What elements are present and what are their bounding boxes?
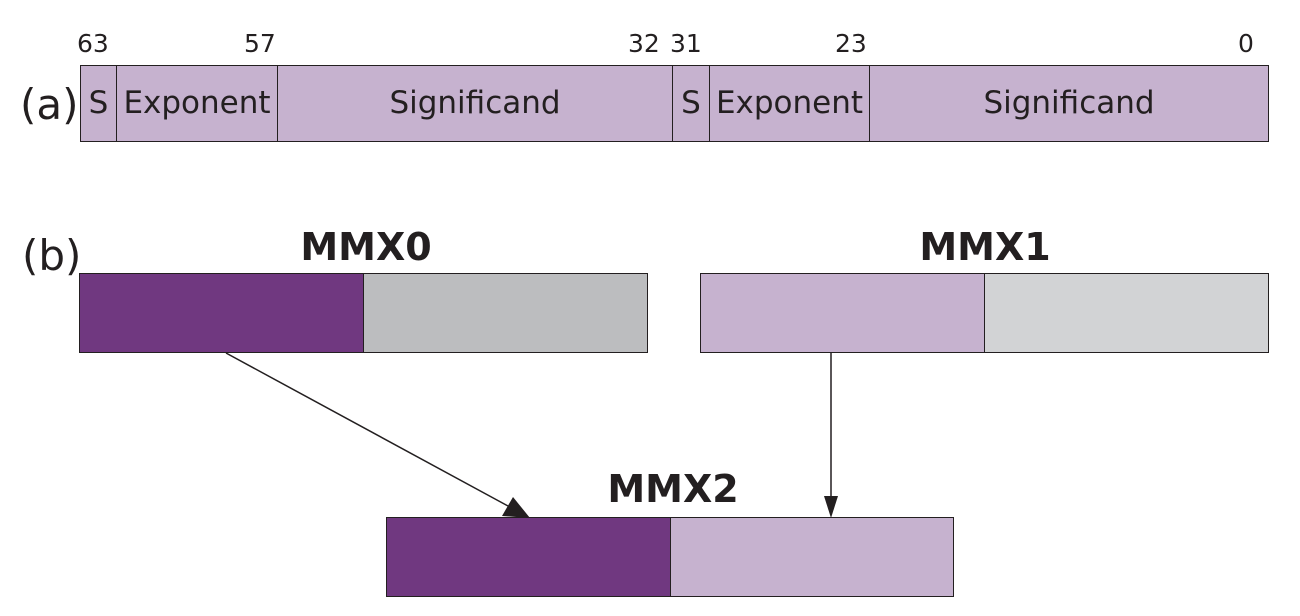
mmx0-low-half: [363, 273, 648, 353]
mmx1-low-half: [984, 273, 1269, 353]
bit-label-0: 0: [1238, 29, 1254, 58]
bit-label-57: 57: [244, 29, 276, 58]
bit-label-31: 31: [670, 29, 702, 58]
field-exponent-low: Exponent: [709, 65, 870, 142]
mmx0-title: MMX0: [300, 225, 432, 269]
field-sign-low: S: [672, 65, 710, 142]
mmx2-title: MMX2: [607, 467, 739, 511]
part-a-label: (a): [20, 80, 79, 129]
part-b-label: (b): [22, 231, 82, 280]
mmx1-title: MMX1: [919, 225, 1051, 269]
mmx1-high-half: [700, 273, 985, 353]
arrow-mmx0-to-mmx2: [225, 352, 530, 518]
mmx0-high-half: [79, 273, 364, 353]
arrow-mmx1-to-mmx2: [824, 353, 838, 518]
bit-label-32: 32: [628, 29, 660, 58]
field-exponent-high: Exponent: [116, 65, 278, 142]
field-significand-high: Significand: [277, 65, 673, 142]
bit-label-23: 23: [835, 29, 867, 58]
bit-label-63: 63: [77, 29, 109, 58]
field-significand-low: Significand: [869, 65, 1269, 142]
mmx2-low-half: [670, 517, 954, 597]
